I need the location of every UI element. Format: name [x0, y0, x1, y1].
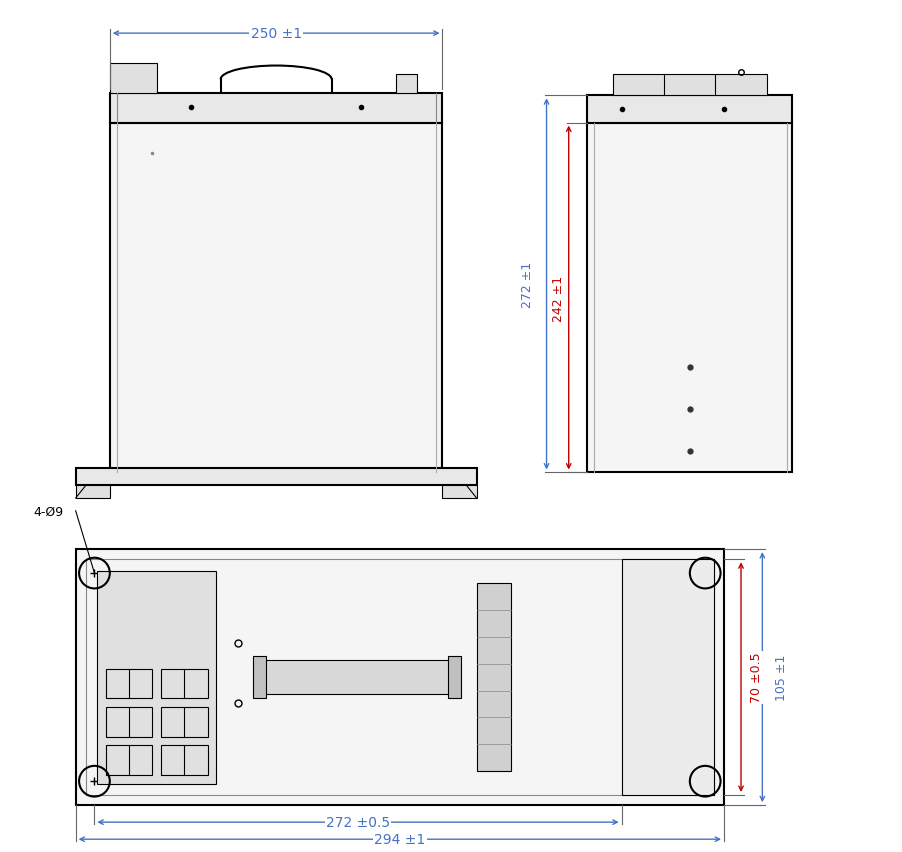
Bar	[613, 75, 767, 96]
Bar	[106, 746, 152, 775]
Bar	[110, 64, 157, 94]
Bar	[76, 469, 476, 486]
Bar	[587, 124, 792, 473]
Text: 250 ±1: 250 ±1	[251, 27, 301, 41]
Bar	[476, 584, 511, 771]
Bar	[76, 486, 110, 498]
Bar	[621, 560, 713, 795]
Text: 105 ±1: 105 ±1	[775, 654, 787, 700]
Bar	[76, 550, 724, 805]
Bar	[396, 75, 417, 94]
Bar	[443, 486, 476, 498]
Bar	[110, 124, 443, 473]
Text: 4-Ø9: 4-Ø9	[33, 504, 63, 518]
Bar	[106, 669, 152, 699]
Bar	[97, 571, 216, 784]
Bar	[448, 656, 461, 699]
Bar	[263, 660, 451, 694]
Bar	[110, 94, 443, 124]
Bar	[253, 656, 266, 699]
Bar	[106, 707, 152, 737]
Bar	[587, 96, 792, 124]
Bar	[86, 560, 713, 795]
Text: 242 ±1: 242 ±1	[552, 275, 565, 321]
Text: 272 ±0.5: 272 ±0.5	[326, 815, 390, 829]
Bar	[161, 707, 207, 737]
Text: 294 ±1: 294 ±1	[374, 832, 426, 846]
Bar	[161, 746, 207, 775]
Text: 272 ±1: 272 ±1	[521, 262, 534, 308]
Text: 70 ±0.5: 70 ±0.5	[750, 652, 763, 703]
Bar	[161, 669, 207, 699]
